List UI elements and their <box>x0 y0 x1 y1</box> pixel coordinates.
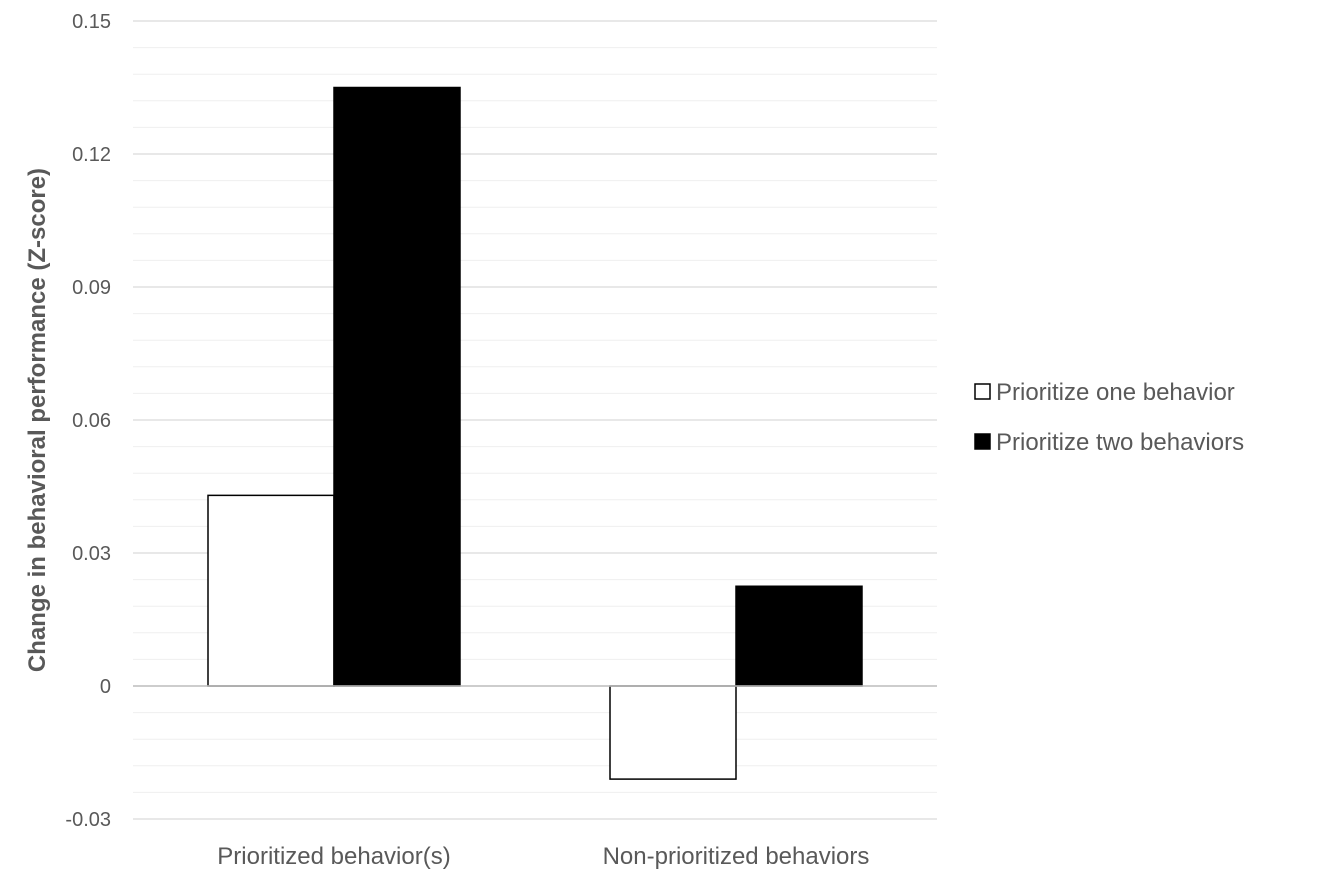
y-tick-label: 0.06 <box>72 410 111 432</box>
legend-swatch <box>974 433 991 450</box>
y-tick-label: -0.03 <box>65 809 111 831</box>
bar-prioritize-two-2 <box>735 585 863 687</box>
legend-label: Prioritize one behavior <box>996 379 1235 406</box>
major-gridlines <box>133 20 937 820</box>
y-tick-label: 0.12 <box>72 144 111 166</box>
y-axis-ticks: -0.03 0 0.03 0.06 0.09 0.12 0.15 <box>65 11 111 831</box>
bar-prioritize-one-2 <box>609 685 737 780</box>
bar-prioritize-one-1 <box>207 494 335 687</box>
x-axis-categories: Prioritized behavior(s) Non-prioritized b… <box>217 843 869 870</box>
y-axis-label: Change in behavioral performance (Z-scor… <box>24 168 51 672</box>
legend: Prioritize one behavior Prioritize two be… <box>974 379 1244 456</box>
legend-label: Prioritize two behaviors <box>996 429 1244 456</box>
y-tick-label: 0 <box>100 676 111 698</box>
bar-prioritize-two-1 <box>333 86 461 687</box>
y-tick-label: 0.03 <box>72 543 111 565</box>
x-category-label: Non-prioritized behaviors <box>603 843 870 870</box>
y-tick-label: 0.09 <box>72 277 111 299</box>
y-tick-label: 0.15 <box>72 11 111 33</box>
legend-swatch <box>974 383 991 400</box>
x-category-label: Prioritized behavior(s) <box>217 843 450 870</box>
bars <box>133 86 937 780</box>
